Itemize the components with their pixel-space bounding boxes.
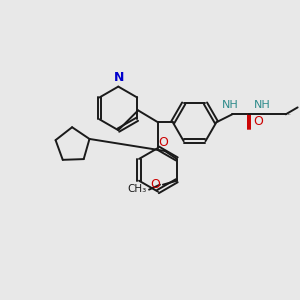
Text: O: O <box>253 115 263 128</box>
Text: NH: NH <box>254 100 270 110</box>
Text: ethyl: ethyl <box>288 114 291 115</box>
Text: O: O <box>150 178 160 191</box>
Text: N: N <box>114 70 124 84</box>
Text: NH: NH <box>222 100 238 110</box>
Text: O: O <box>158 136 168 149</box>
Text: CH₃: CH₃ <box>128 184 147 194</box>
